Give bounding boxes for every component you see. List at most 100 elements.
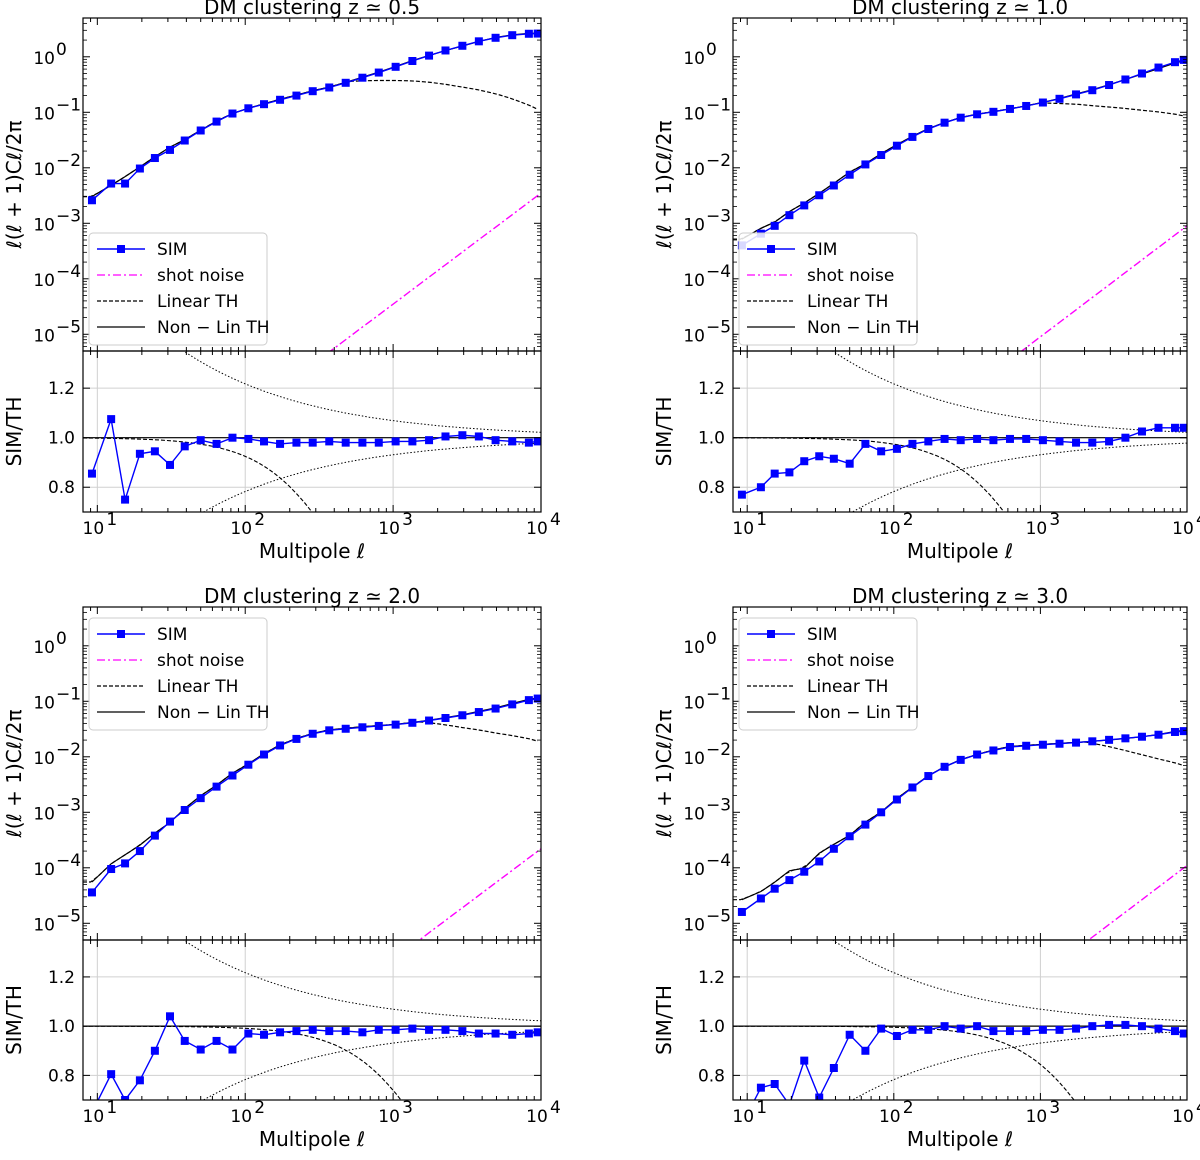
- sim-point: [425, 51, 434, 60]
- sim-point: [829, 181, 838, 190]
- sim-point: [533, 29, 541, 38]
- y-tick-label: 10: [33, 749, 55, 769]
- panel-4: DM clustering z ≃ 3.0101102103104Multipo…: [652, 584, 1200, 1151]
- sim-point: [1105, 81, 1114, 90]
- ratio-point: [1072, 438, 1081, 447]
- sim-point: [180, 805, 189, 814]
- ratio-point: [1072, 1024, 1081, 1033]
- ratio-point: [276, 439, 285, 448]
- ratio-point: [358, 1028, 367, 1037]
- sim-point: [1005, 104, 1014, 113]
- y-tick-exp: −1: [706, 95, 731, 115]
- ratio-point: [800, 457, 809, 466]
- y-tick-exp: −3: [706, 795, 731, 815]
- sim-point: [341, 78, 350, 87]
- ratio-point: [374, 1025, 383, 1034]
- sim-point: [150, 831, 159, 840]
- sim-point: [260, 750, 269, 759]
- ratio-point: [180, 442, 189, 451]
- ratio-point: [150, 1046, 159, 1055]
- y-tick-label: 10: [33, 693, 55, 713]
- sim-point: [325, 726, 334, 735]
- y-tick-label: 10: [33, 271, 55, 291]
- y-tick-exp: −5: [56, 906, 81, 926]
- ratio-point: [940, 434, 949, 443]
- sim-point: [1137, 732, 1146, 741]
- legend-marker: [767, 630, 775, 638]
- ratio-point: [212, 1036, 221, 1045]
- sim-point: [474, 37, 483, 46]
- x-tick-label: 10: [83, 519, 105, 539]
- sim-point: [845, 832, 854, 841]
- sim-point: [524, 29, 533, 38]
- y-tick-label: 10: [683, 638, 705, 658]
- sim-point: [391, 62, 400, 71]
- x-tick-exp: 1: [756, 510, 767, 530]
- x-tick-label: 10: [83, 1107, 105, 1127]
- sim-point: [121, 179, 130, 188]
- x-tick-exp: 3: [1049, 510, 1060, 530]
- y-tick-label: 10: [683, 49, 705, 69]
- x-tick-exp: 3: [402, 1098, 413, 1118]
- sim-point: [940, 762, 949, 771]
- ratio-point: [940, 1022, 949, 1031]
- sim-point: [325, 83, 334, 92]
- sim-point: [441, 714, 450, 722]
- y-tick-exp: −4: [706, 851, 731, 871]
- panel-2: DM clustering z ≃ 1.0101102103104Multipo…: [652, 0, 1200, 563]
- ratio-point: [1088, 1022, 1097, 1031]
- ratio-point: [244, 1029, 253, 1038]
- ratio-point: [474, 432, 483, 441]
- sim-point: [845, 170, 854, 179]
- ratio-point: [785, 468, 794, 477]
- x-tick-exp: 2: [254, 510, 265, 530]
- sim-point: [276, 95, 285, 104]
- sim-point: [212, 782, 221, 791]
- legend-label: SIM: [807, 240, 837, 260]
- ratio-point: [1105, 437, 1114, 446]
- sim-point: [892, 795, 901, 804]
- ratio-point: [228, 433, 237, 442]
- shot-noise-line: [1020, 225, 1187, 351]
- sim-point: [508, 31, 517, 40]
- y-tick-exp: −4: [56, 851, 81, 871]
- sim-point: [308, 87, 317, 96]
- sim-point: [180, 136, 189, 145]
- y-tick-label: 10: [33, 638, 55, 658]
- nonlinear-theory-line: [91, 32, 538, 198]
- x-tick-exp: 3: [1049, 1098, 1060, 1118]
- sim-point: [196, 126, 205, 135]
- ratio-point: [973, 434, 982, 443]
- x-tick-label: 10: [230, 1107, 252, 1127]
- sim-point: [358, 73, 367, 82]
- chart-title: DM clustering z ≃ 3.0: [852, 584, 1068, 608]
- bottom-axes-frame: [732, 939, 1188, 1101]
- ratio-point: [441, 432, 450, 441]
- ratio-point: [165, 460, 174, 469]
- ratio-point: [244, 434, 253, 443]
- y-tick-label: 0.8: [48, 478, 75, 498]
- shot-noise-line: [329, 192, 541, 351]
- ratio-point: [1038, 436, 1047, 445]
- ratio-point: [180, 1036, 189, 1045]
- ratio-point: [956, 1024, 965, 1033]
- ratio-point: [1055, 1025, 1064, 1034]
- sim-point: [956, 755, 965, 764]
- legend-label: Non − Lin TH: [157, 703, 269, 723]
- ratio-point: [989, 1027, 998, 1036]
- x-tick-label: 10: [378, 519, 400, 539]
- legend-marker: [117, 630, 125, 638]
- y-tick-label: 10: [33, 215, 55, 235]
- x-axis-label: Multipole ℓ: [259, 539, 365, 563]
- y-axis-label-top: ℓ(ℓ + 1)Cℓ/2π: [2, 709, 26, 838]
- y-tick-label: 10: [683, 693, 705, 713]
- sim-point: [276, 741, 285, 750]
- sim-line: [741, 59, 1184, 246]
- ratio-point: [458, 1027, 467, 1036]
- ratio-point: [924, 437, 933, 446]
- sim-point: [408, 56, 417, 65]
- ratio-point: [1005, 1027, 1014, 1036]
- sim-point: [815, 857, 824, 866]
- ratio-point: [491, 436, 500, 445]
- ratio-point: [165, 1012, 174, 1021]
